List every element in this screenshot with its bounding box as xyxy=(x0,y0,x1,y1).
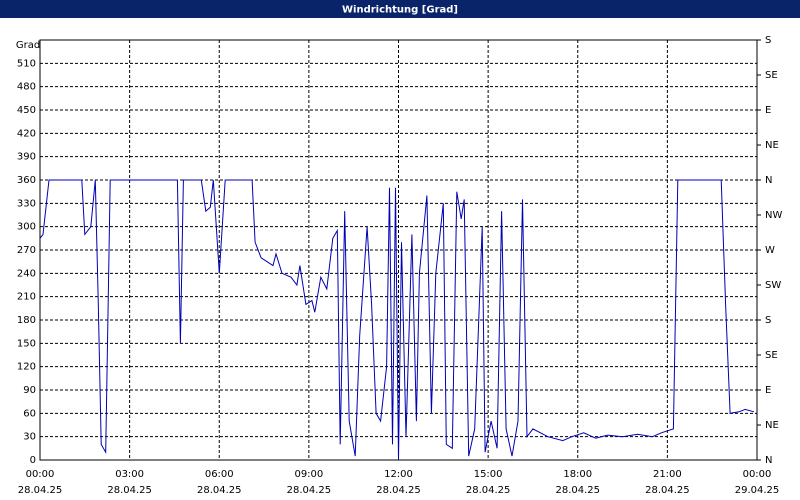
y-tick-label: 330 xyxy=(17,198,36,209)
y-tick-label: 60 xyxy=(23,408,36,419)
y2-tick-label: SE xyxy=(765,350,778,361)
x-tick-date: 28.04.25 xyxy=(645,485,690,496)
title-bar xyxy=(0,0,800,18)
y-tick-label: 0 xyxy=(30,455,36,466)
y-axis-label: Grad xyxy=(16,40,40,51)
y-tick-label: 450 xyxy=(17,105,36,116)
y-tick-label: 90 xyxy=(23,385,36,396)
y2-tick-label: W xyxy=(765,245,775,256)
y2-tick-label: E xyxy=(765,105,771,116)
x-tick-label: 21:00 xyxy=(653,469,682,480)
x-tick-date: 28.04.25 xyxy=(18,485,63,496)
x-tick-label: 03:00 xyxy=(115,469,144,480)
x-tick-date: 29.04.25 xyxy=(735,485,780,496)
x-tick-date: 28.04.25 xyxy=(555,485,600,496)
x-tick-label: 12:00 xyxy=(384,469,413,480)
y2-tick-label: N xyxy=(765,175,772,186)
chart-title: Windrichtung [Grad] xyxy=(342,5,458,16)
y-tick-label: 510 xyxy=(17,58,36,69)
y2-tick-label: N xyxy=(765,455,772,466)
x-tick-date: 28.04.25 xyxy=(376,485,421,496)
y-tick-label: 300 xyxy=(17,222,36,233)
x-tick-label: 00:00 xyxy=(26,469,55,480)
x-tick-date: 28.04.25 xyxy=(466,485,511,496)
y2-tick-label: E xyxy=(765,385,771,396)
y2-tick-label: NE xyxy=(765,140,779,151)
y-tick-label: 360 xyxy=(17,175,36,186)
y2-tick-label: S xyxy=(765,315,771,326)
y2-tick-label: SE xyxy=(765,70,778,81)
y2-tick-label: NE xyxy=(765,420,779,431)
y-tick-label: 240 xyxy=(17,268,36,279)
y-tick-label: 120 xyxy=(17,362,36,373)
y-tick-label: 30 xyxy=(23,432,36,443)
y-tick-label: 270 xyxy=(17,245,36,256)
x-tick-date: 28.04.25 xyxy=(197,485,242,496)
y2-tick-label: S xyxy=(765,35,771,46)
x-tick-date: 28.04.25 xyxy=(287,485,332,496)
y2-tick-label: SW xyxy=(765,280,781,291)
x-tick-label: 09:00 xyxy=(294,469,323,480)
y-tick-label: 150 xyxy=(17,338,36,349)
y-tick-label: 480 xyxy=(17,82,36,93)
y-tick-label: 390 xyxy=(17,152,36,163)
x-tick-date: 28.04.25 xyxy=(107,485,152,496)
data-line xyxy=(39,179,755,461)
x-tick-label: 15:00 xyxy=(474,469,503,480)
y2-tick-label: NW xyxy=(765,210,782,221)
x-tick-label: 00:00 xyxy=(743,469,772,480)
x-tick-label: 06:00 xyxy=(205,469,234,480)
x-tick-label: 18:00 xyxy=(563,469,592,480)
y-tick-label: 420 xyxy=(17,128,36,139)
y-tick-label: 180 xyxy=(17,315,36,326)
y-tick-label: 210 xyxy=(17,292,36,303)
